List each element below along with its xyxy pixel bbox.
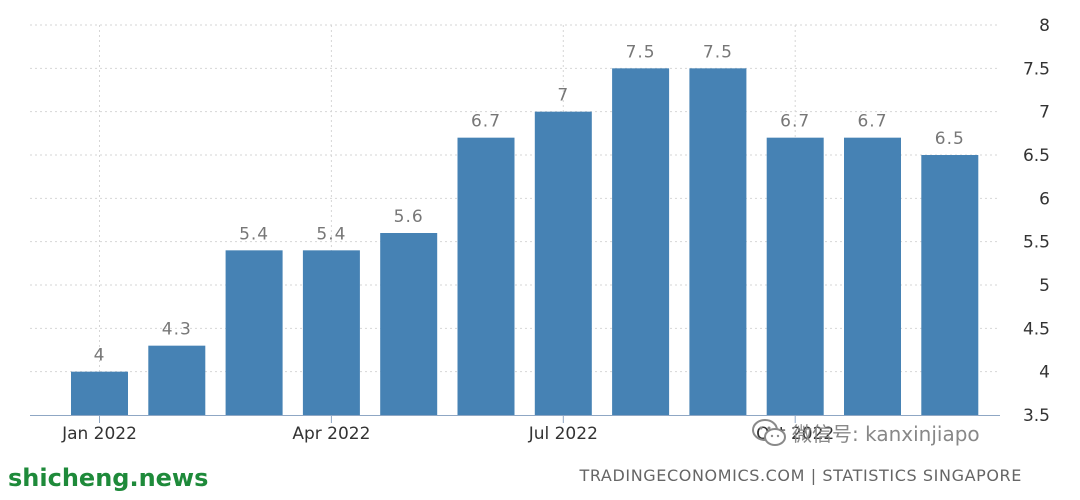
- bars: [71, 68, 979, 416]
- y-tick-label: 4.5: [1023, 319, 1050, 339]
- data-label: 6.7: [471, 112, 501, 132]
- y-tick-label: 4: [1039, 363, 1050, 383]
- x-tick-label: Apr 2022: [292, 424, 370, 444]
- bar: [71, 371, 128, 415]
- data-labels: 4 4.3 5.4 5.4 5.6 6.7 7 7.5 7.5 6.7 6.7 6.5: [94, 42, 965, 366]
- y-tick-label: 7.5: [1023, 59, 1050, 79]
- data-label: 7.5: [626, 42, 656, 62]
- wechat-icon: [752, 418, 786, 446]
- x-tick-label: Jan 2022: [61, 424, 137, 444]
- data-label: 5.4: [316, 224, 346, 244]
- data-label: 5.4: [239, 224, 269, 244]
- grid-lines: [30, 24, 1000, 415]
- data-label: 4: [94, 346, 106, 366]
- bar: [380, 233, 438, 415]
- y-axis: 3.5 4 4.5 5 5.5 6 6.5 7 7.5 8: [1023, 16, 1050, 426]
- bar: [302, 250, 360, 415]
- data-label: 7: [557, 86, 569, 106]
- bar: [689, 68, 747, 415]
- bar: [612, 68, 670, 415]
- y-tick-label: 5.5: [1023, 233, 1050, 253]
- bar: [225, 250, 283, 415]
- x-tick-label: Jul 2022: [528, 424, 598, 444]
- y-tick-label: 6: [1039, 189, 1050, 209]
- wechat-watermark-text: 微信号: kanxinjiapo: [792, 422, 980, 446]
- bar: [766, 137, 824, 415]
- bar: [921, 155, 979, 415]
- data-label: 7.5: [703, 42, 733, 62]
- y-tick-label: 8: [1039, 16, 1050, 36]
- data-label: 5.6: [394, 207, 424, 227]
- wechat-watermark: 微信号: kanxinjiapo: [752, 418, 980, 447]
- source-credit: TRADINGECONOMICS.COM | STATISTICS SINGAP…: [579, 466, 1022, 485]
- y-tick-label: 7: [1039, 103, 1050, 123]
- bar: [457, 137, 515, 415]
- data-label: 6.5: [935, 129, 965, 149]
- y-tick-label: 3.5: [1023, 406, 1050, 426]
- y-tick-label: 5: [1039, 276, 1050, 296]
- data-label: 4.3: [162, 320, 192, 340]
- bar: [844, 137, 901, 415]
- y-tick-label: 6.5: [1023, 146, 1050, 166]
- data-label: 6.7: [857, 112, 887, 132]
- data-label: 6.7: [780, 112, 810, 132]
- site-watermark: shicheng.news: [8, 464, 209, 492]
- bar: [148, 345, 206, 415]
- bar: [534, 111, 592, 416]
